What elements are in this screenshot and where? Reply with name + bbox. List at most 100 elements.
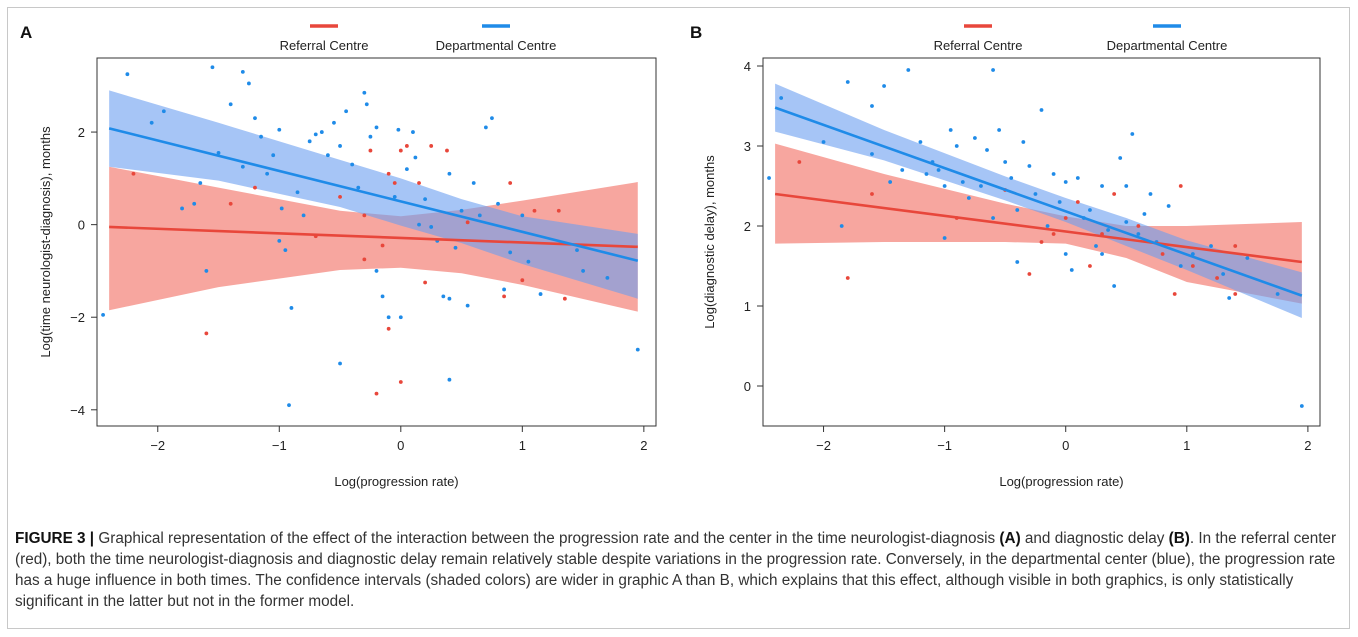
y-tick-label: −2 [70, 310, 85, 325]
data-point-departmental [338, 144, 342, 148]
data-point-departmental [979, 184, 983, 188]
data-point-departmental [1088, 208, 1092, 212]
x-tick-label: −2 [150, 438, 165, 453]
data-point-departmental [1039, 108, 1044, 112]
data-point-departmental [125, 72, 130, 77]
data-point-referral [556, 208, 561, 213]
data-point-departmental [948, 128, 953, 132]
chart-panel-a: −2 −1 0 1 2 −4 −2 0 2 Log(progression rate) Log(ti… [20, 23, 657, 489]
panel-label: B [690, 23, 702, 42]
data-point-referral [1112, 192, 1117, 196]
data-point-departmental [386, 315, 391, 320]
data-point-referral [870, 192, 874, 196]
y-tick-label: 1 [744, 299, 751, 314]
data-point-departmental [954, 144, 959, 148]
data-point-referral [368, 148, 373, 153]
data-point-referral [1233, 244, 1238, 248]
data-point-departmental [1148, 192, 1153, 196]
data-point-departmental [1051, 172, 1056, 176]
data-point-departmental [1100, 252, 1104, 256]
figure-charts: −2 −1 0 1 2 −4 −2 0 2 Log(progression rate) Log(ti… [20, 23, 1321, 489]
ci-band-referral [775, 143, 1302, 304]
data-point-departmental [1124, 184, 1129, 188]
data-point-departmental [259, 134, 263, 139]
data-point-departmental [1009, 176, 1014, 180]
y-tick-label: 2 [744, 219, 751, 234]
data-point-departmental [1063, 180, 1068, 184]
data-point-departmental [192, 201, 197, 206]
data-point-departmental [180, 206, 184, 211]
data-point-departmental [287, 403, 291, 408]
x-tick-label: 2 [1304, 438, 1311, 453]
data-point-referral [1088, 264, 1092, 268]
x-tick-label: −1 [272, 438, 287, 453]
data-point-departmental [1299, 404, 1304, 408]
data-point-departmental [1033, 192, 1038, 196]
data-point-departmental [279, 206, 284, 211]
data-point-referral [374, 391, 379, 396]
data-point-referral [465, 220, 470, 225]
data-point-departmental [277, 127, 282, 132]
data-point-departmental [1106, 228, 1110, 232]
data-point-departmental [411, 130, 415, 134]
data-point-referral [445, 148, 449, 153]
data-point-departmental [991, 216, 995, 220]
data-point-referral [1215, 276, 1219, 280]
data-point-departmental [307, 139, 312, 144]
plot-area-border [762, 57, 1321, 427]
data-point-departmental [526, 259, 531, 264]
data-point-departmental [398, 315, 403, 320]
x-tick-label: 1 [519, 438, 526, 453]
data-point-referral [1178, 184, 1183, 188]
data-point-departmental [471, 181, 476, 185]
data-point-departmental [301, 213, 306, 218]
fit-line-referral [109, 225, 638, 249]
caption-text-2: and diagnostic delay [1020, 530, 1169, 547]
data-point-referral [1039, 240, 1044, 244]
data-point-departmental [973, 136, 977, 140]
data-point-departmental [396, 127, 401, 132]
data-point-referral [338, 194, 342, 199]
data-point-departmental [767, 176, 771, 180]
data-point-departmental [289, 306, 294, 310]
figure-frame [7, 7, 1350, 629]
data-point-departmental [161, 109, 166, 114]
data-point-departmental [918, 140, 923, 144]
data-point-departmental [870, 104, 874, 108]
data-point-departmental [906, 68, 911, 72]
data-point-departmental [338, 361, 342, 366]
data-point-departmental [313, 132, 318, 137]
data-point-departmental [253, 116, 257, 121]
data-point-referral [131, 171, 136, 176]
data-point-departmental [465, 303, 470, 308]
y-tick-label: 4 [744, 59, 751, 74]
y-tick-label: 0 [78, 218, 85, 233]
data-point-departmental [924, 172, 929, 176]
data-point-referral [253, 185, 257, 190]
ci-band-referral [109, 166, 638, 312]
data-point-departmental [1021, 140, 1026, 144]
data-point-referral [398, 148, 403, 153]
data-point-departmental [1275, 292, 1280, 296]
data-point-departmental [1166, 204, 1171, 208]
data-point-departmental [845, 80, 850, 84]
data-point-departmental [839, 224, 844, 228]
data-point-departmental [247, 81, 251, 86]
x-tick-label: −2 [816, 438, 831, 453]
data-point-departmental [779, 96, 784, 100]
data-point-departmental [364, 102, 369, 107]
fit-line-departmental [774, 106, 1303, 297]
data-point-referral [502, 294, 506, 299]
data-point-referral [423, 280, 428, 285]
data-point-departmental [332, 120, 336, 125]
data-point-departmental [1003, 160, 1008, 164]
y-tick-label: −4 [70, 403, 85, 418]
data-point-departmental [1245, 256, 1250, 260]
data-point-departmental [1015, 260, 1020, 264]
x-axis-label: Log(progression rate) [334, 474, 458, 489]
caption-bold-b: (B) [1168, 530, 1190, 547]
legend: Referral Centre Departmental Centre [280, 24, 556, 53]
plot-area-border [96, 57, 657, 427]
data-point-departmental [882, 84, 886, 88]
data-point-departmental [942, 184, 947, 188]
